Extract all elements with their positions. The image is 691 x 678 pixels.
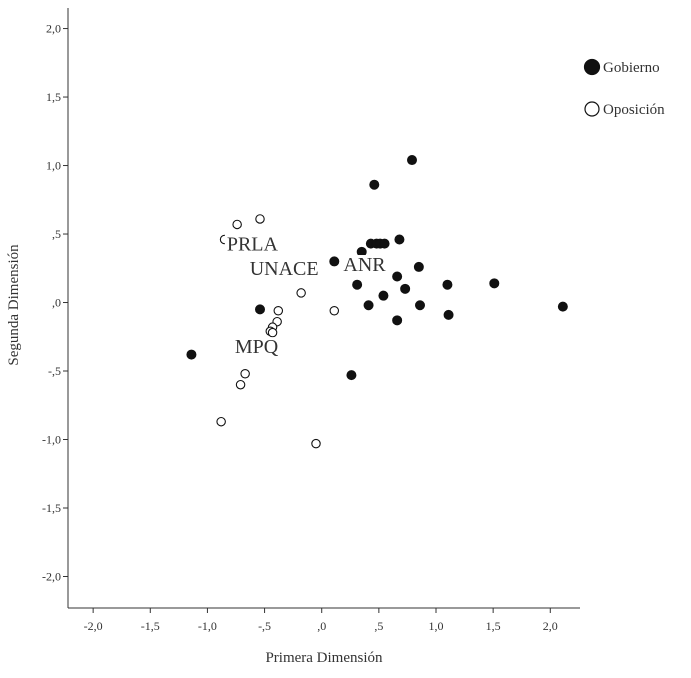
- gobierno-point: [363, 300, 374, 311]
- y-tick-label: ,5: [52, 227, 61, 241]
- gobierno-point: [369, 179, 380, 190]
- gobierno-point: [329, 256, 340, 267]
- y-tick-label: 1,5: [46, 90, 61, 104]
- gobierno-point: [392, 315, 403, 326]
- x-tick-label: -,5: [258, 619, 271, 633]
- oposicion-point: [329, 305, 340, 316]
- oposicion-point: [240, 369, 250, 379]
- y-tick-label: -2,0: [42, 569, 61, 583]
- gobierno-point: [400, 283, 411, 294]
- gobierno-point: [254, 304, 265, 315]
- party-label: UNACE: [250, 258, 319, 280]
- x-tick-label: 1,0: [429, 619, 444, 633]
- gobierno-point: [406, 155, 417, 166]
- party-label: ANR: [343, 254, 386, 276]
- x-tick-label: -2,0: [84, 619, 103, 633]
- oposicion-point: [235, 379, 246, 390]
- y-axis-title: Segunda Dimensión: [6, 244, 22, 366]
- gobierno-point: [394, 234, 405, 245]
- y-tick-label: -1,0: [42, 433, 61, 447]
- gobierno-point: [392, 271, 403, 282]
- gobierno-point: [186, 349, 197, 360]
- oposicion-point: [296, 288, 306, 298]
- legend-label: Oposición: [603, 102, 665, 118]
- x-tick-label: 2,0: [543, 619, 558, 633]
- oposicion-point: [267, 327, 278, 338]
- y-tick-label: -1,5: [42, 501, 61, 515]
- legend-label: Gobierno: [603, 60, 660, 76]
- oposicion-point: [311, 438, 321, 449]
- x-tick-label: -1,0: [198, 619, 217, 633]
- gobierno-point: [443, 309, 454, 320]
- y-tick-label: ,0: [52, 296, 61, 310]
- y-tick-label: 2,0: [46, 22, 61, 36]
- gobierno-point: [352, 279, 363, 290]
- party-label-background: [224, 234, 281, 255]
- x-tick-label: ,0: [317, 619, 326, 633]
- gobierno-point: [346, 370, 357, 381]
- gobierno-point: [413, 261, 424, 272]
- plot-area: PRLA UNACE ANR MPQ: [186, 155, 568, 449]
- x-axis-title: Primera Dimensión: [265, 650, 383, 666]
- legend: Gobierno Oposición: [583, 58, 665, 118]
- gobierno-point: [378, 290, 389, 301]
- gobierno-point: [442, 279, 453, 290]
- party-label-background: [247, 259, 321, 280]
- legend-gobierno-marker: [583, 58, 601, 76]
- oposicion-point: [255, 214, 265, 224]
- party-label-background: [232, 337, 281, 358]
- oposicion-point: [273, 305, 284, 316]
- gobierno-point: [379, 238, 390, 249]
- gobierno-point: [414, 300, 425, 311]
- gobierno-point: [489, 278, 500, 289]
- party-label: PRLA: [227, 233, 279, 255]
- oposicion-point: [232, 219, 242, 230]
- party-label-background: [341, 255, 389, 276]
- x-tick-label: -1,5: [141, 619, 160, 633]
- x-tick-label: 1,5: [486, 619, 501, 633]
- axes: -2,0 -1,5 -1,0 -,5 ,0 ,5 1,0 1,5 2,0 2,0 1,5 1,0 ,5,…: [42, 8, 580, 633]
- gobierno-point: [557, 301, 568, 312]
- legend-oposicion-marker: [584, 101, 600, 117]
- oposicion-point: [216, 416, 226, 427]
- x-tick-label: ,5: [374, 619, 383, 633]
- y-tick-label: -,5: [48, 364, 61, 378]
- party-label: MPQ: [235, 336, 279, 358]
- y-tick-label: 1,0: [46, 159, 61, 173]
